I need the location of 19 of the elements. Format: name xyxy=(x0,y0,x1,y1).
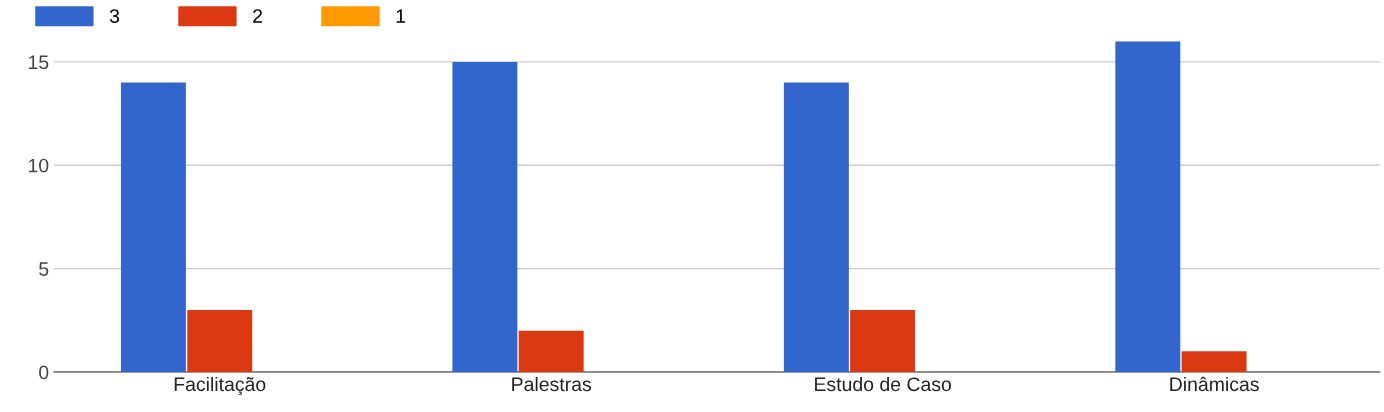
legend-label: 1 xyxy=(396,9,406,23)
y-tick-label: 0 xyxy=(39,365,49,380)
y-tick-label: 15 xyxy=(28,55,49,70)
bar xyxy=(1115,41,1181,373)
bar xyxy=(187,310,253,373)
bar xyxy=(783,82,849,373)
bar xyxy=(120,82,186,373)
legend-label: 3 xyxy=(109,9,120,23)
legend-label: 2 xyxy=(253,9,262,23)
bar xyxy=(850,310,916,373)
bar xyxy=(1181,351,1247,373)
y-tick-label: 10 xyxy=(28,158,49,173)
y-tick-label: 5 xyxy=(39,262,49,276)
bar xyxy=(518,330,584,373)
x-tick-label: Facilitação xyxy=(174,376,266,396)
bar xyxy=(452,61,518,373)
x-tick-label: Dinâmicas xyxy=(1170,376,1259,392)
x-tick-label: Estudo de Caso xyxy=(815,376,952,392)
x-tick-label: Palestras xyxy=(512,376,591,392)
